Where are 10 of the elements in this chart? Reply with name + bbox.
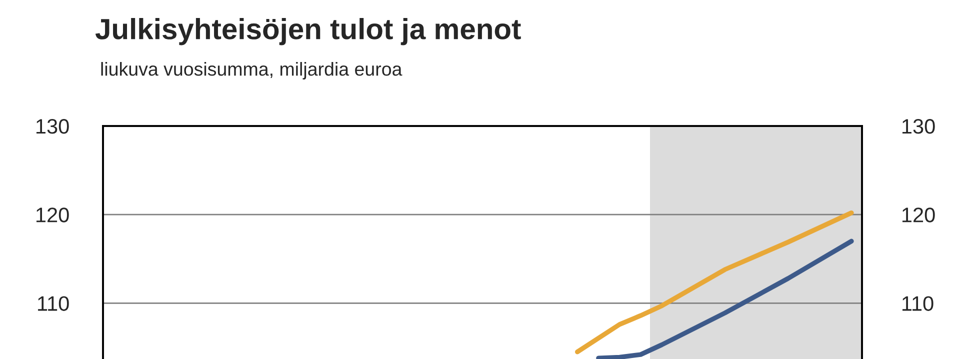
y-tick-label: 130 — [36, 119, 69, 134]
y-tick-label: 110 — [38, 296, 69, 311]
line-series — [596, 238, 854, 359]
line-series — [575, 210, 854, 354]
chart-title: Julkisyhteisöjen tulot ja menot — [95, 18, 521, 46]
y2-tick-label: 130 — [902, 119, 935, 134]
y-tick-label: 120 — [36, 208, 69, 222]
y2-tick-label: 120 — [902, 208, 935, 222]
y2-tick-label: 110 — [902, 296, 934, 311]
chart-subtitle: liukuva vuosisumma, miljardia euroa — [101, 62, 402, 80]
